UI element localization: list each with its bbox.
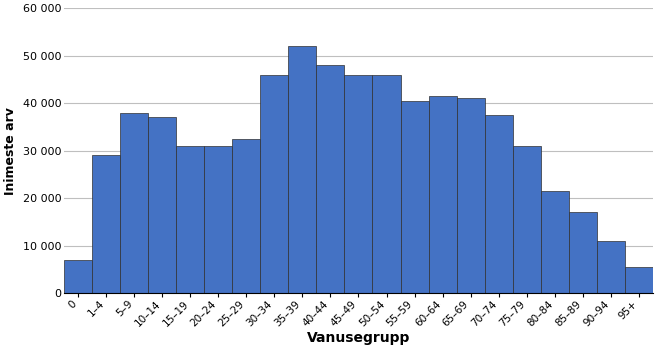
Bar bbox=[288, 46, 317, 293]
Bar bbox=[457, 98, 485, 293]
Bar bbox=[541, 191, 569, 293]
Bar bbox=[344, 75, 373, 293]
Bar bbox=[428, 96, 457, 293]
Bar bbox=[373, 75, 401, 293]
Bar bbox=[64, 260, 92, 293]
Bar bbox=[233, 139, 260, 293]
Bar bbox=[204, 146, 233, 293]
Bar bbox=[120, 113, 148, 293]
Bar bbox=[260, 75, 288, 293]
Bar bbox=[176, 146, 204, 293]
Bar bbox=[401, 101, 428, 293]
Bar bbox=[569, 212, 597, 293]
X-axis label: Vanusegrupp: Vanusegrupp bbox=[307, 331, 410, 345]
Bar bbox=[512, 146, 541, 293]
Bar bbox=[597, 241, 625, 293]
Bar bbox=[148, 117, 176, 293]
Y-axis label: Inimeste arv: Inimeste arv bbox=[4, 107, 17, 194]
Bar bbox=[92, 155, 120, 293]
Bar bbox=[625, 267, 653, 293]
Bar bbox=[485, 115, 512, 293]
Bar bbox=[317, 65, 344, 293]
